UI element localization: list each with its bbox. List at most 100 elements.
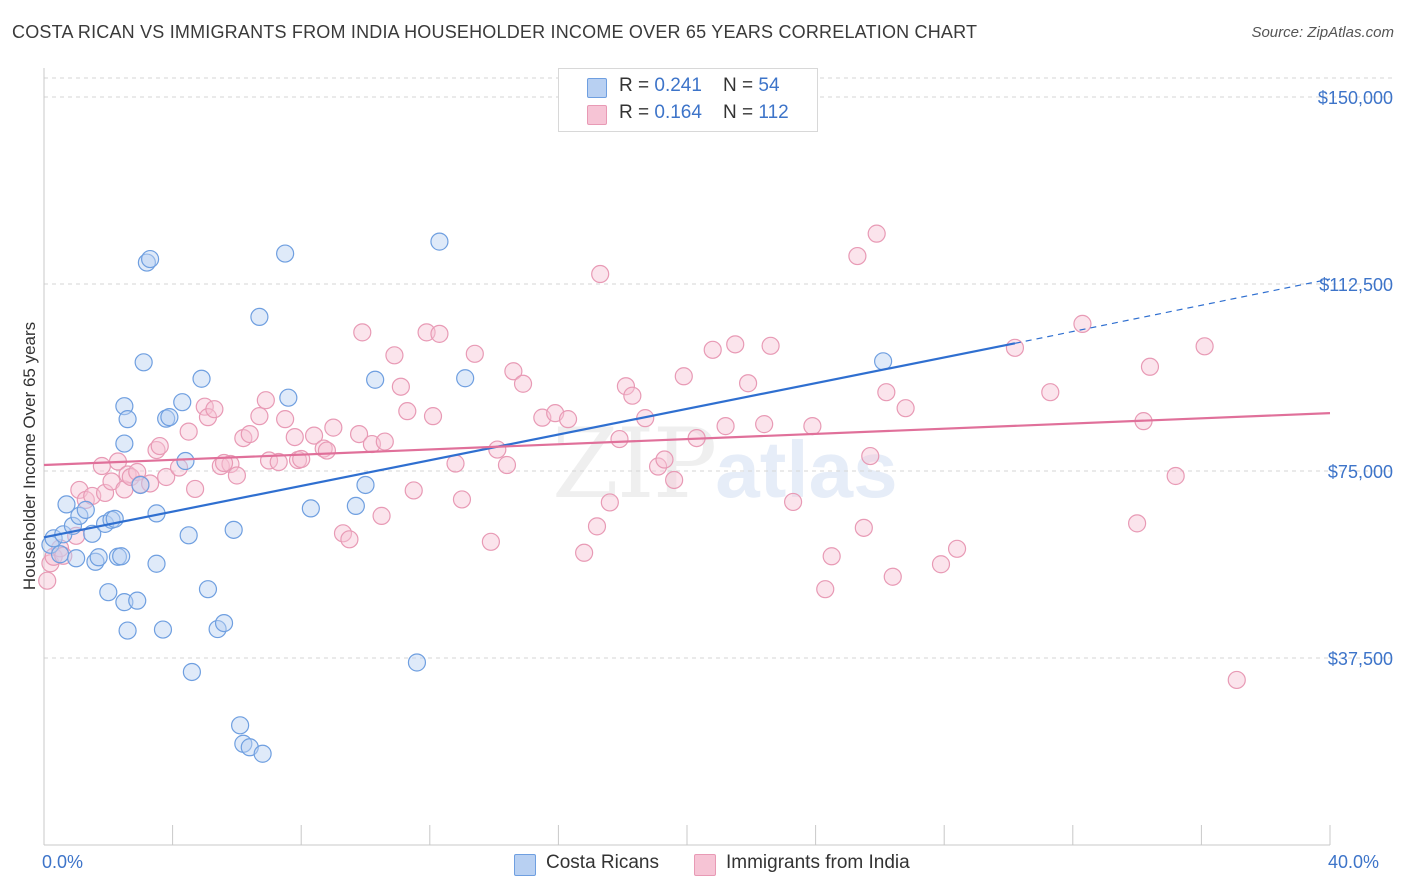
r-label: R = [619, 102, 655, 123]
data-point [848, 246, 867, 266]
data-point [221, 454, 240, 474]
data-point [253, 744, 272, 763]
data-point [50, 545, 70, 564]
data-point [407, 653, 427, 672]
data-point [623, 386, 642, 405]
watermark-zip: ZIP [552, 408, 717, 520]
data-point [198, 580, 218, 599]
data-point [665, 470, 684, 490]
data-point [854, 518, 873, 537]
data-point [761, 336, 780, 355]
data-point [610, 429, 629, 449]
data-point [292, 449, 311, 469]
data-point [404, 481, 423, 500]
data-point [648, 457, 668, 476]
data-point [674, 367, 693, 386]
legend-label: Immigrants from India [726, 852, 910, 873]
data-point [874, 352, 893, 371]
data-point [1166, 466, 1185, 486]
data-point [176, 451, 195, 471]
data-point [883, 567, 902, 586]
watermark: ZIPatlas [552, 408, 898, 520]
data-point [738, 374, 758, 393]
data-point [57, 495, 76, 514]
data-point [276, 410, 295, 429]
data-point [726, 335, 745, 354]
data-point [349, 424, 369, 444]
data-point [1041, 383, 1060, 402]
data-point [591, 264, 610, 284]
data-point [179, 526, 198, 545]
trend-line-india [43, 412, 1331, 467]
data-point [214, 613, 234, 633]
legend-swatch-pink [587, 105, 607, 125]
data-point [137, 253, 156, 272]
data-point [276, 244, 295, 263]
data-point [240, 424, 259, 444]
data-point [655, 450, 674, 469]
data-point [317, 441, 337, 460]
data-point [488, 440, 507, 459]
data-point [256, 391, 275, 410]
data-point [497, 455, 517, 475]
data-point [157, 467, 176, 487]
data-point [112, 547, 131, 566]
data-point [861, 446, 880, 466]
data-point [231, 716, 250, 735]
data-point [398, 402, 417, 421]
data-point [38, 571, 57, 590]
data-point [67, 549, 86, 568]
data-point [147, 554, 166, 573]
n-value: 54 [758, 75, 780, 96]
data-point [356, 475, 375, 495]
data-point [227, 466, 246, 485]
data-point [279, 388, 298, 407]
data-point [353, 323, 372, 342]
y-tick-labels: $37,500 $75,000 $112,500 $150,000 [1318, 88, 1393, 669]
data-point [755, 415, 774, 434]
data-point [931, 555, 951, 574]
data-point [575, 543, 594, 562]
correlation-legend: R = 0.241 N = 54 R = 0.164 N = 112 [558, 68, 818, 132]
data-point [616, 377, 636, 396]
data-point [600, 493, 619, 512]
data-point [1227, 670, 1246, 690]
data-point [99, 583, 118, 602]
data-point [896, 399, 915, 418]
stat-text: R = 0.241 N = 54 [619, 75, 780, 97]
data-point [340, 530, 359, 549]
data-point [366, 370, 385, 389]
data-point [703, 340, 722, 359]
data-point [128, 591, 147, 610]
data-point [269, 452, 288, 472]
data-point [465, 344, 484, 363]
data-point [430, 232, 449, 251]
data-point [385, 346, 404, 365]
data-point [1127, 514, 1147, 533]
x-tick-label-max: 40.0% [1328, 852, 1380, 872]
data-point [375, 432, 394, 451]
data-point [92, 456, 111, 476]
data-point [224, 520, 243, 539]
chart-title: COSTA RICAN VS IMMIGRANTS FROM INDIA HOU… [12, 22, 978, 42]
r-value: 0.241 [654, 75, 702, 96]
data-point [783, 492, 803, 512]
data-point [558, 410, 578, 429]
legend-label: Costa Ricans [546, 852, 659, 873]
data-point [118, 410, 137, 429]
data-point [134, 353, 153, 372]
data-point [1005, 338, 1025, 357]
data-point [179, 422, 198, 441]
legend-swatch-blue [514, 854, 536, 876]
data-point [140, 249, 160, 269]
n-label: N = [723, 75, 759, 96]
series-immigrants-from-india [38, 224, 1246, 690]
data-point [89, 548, 108, 567]
data-point [803, 417, 822, 436]
data-point [153, 620, 173, 639]
trend-line-costa-ricans-extension [1014, 278, 1331, 344]
data-point [372, 506, 391, 525]
data-point [513, 374, 533, 393]
data-point [250, 407, 269, 426]
data-point [76, 500, 95, 519]
